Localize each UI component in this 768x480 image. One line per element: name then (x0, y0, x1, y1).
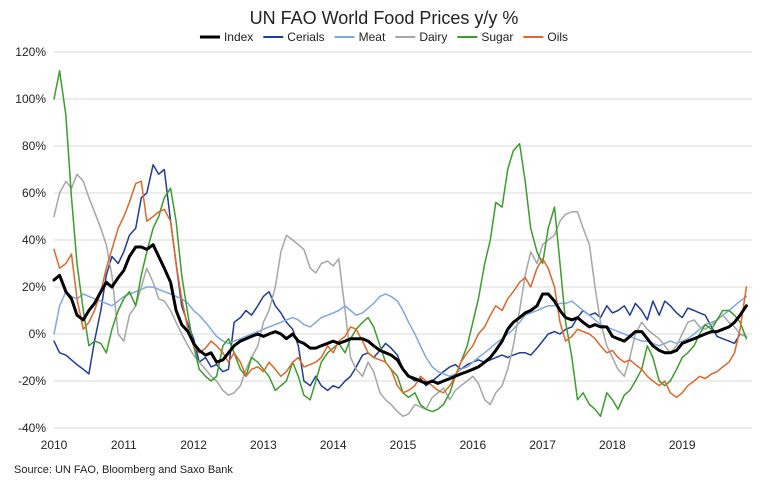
x-axis-ticks: 2010 2011 2012 2013 2014 2015 2016 2017 2018 2019 (41, 438, 696, 452)
x-tick-label: 2017 (529, 438, 556, 452)
y-tick-label: 40% (22, 233, 46, 247)
series-line-sugar (53, 70, 748, 418)
legend-label-oils: Oils (547, 30, 568, 44)
gridlines (54, 51, 752, 429)
legend: Index Cerials Meat Dairy Sugar Oils (199, 30, 568, 44)
y-tick-label: -40% (18, 421, 46, 435)
source-note: Source: UN FAO, Bloomberg and Saxo Bank (14, 464, 233, 476)
series-lines (52, 70, 748, 418)
legend-label-sugar: Sugar (481, 30, 513, 44)
y-tick-label: -20% (18, 374, 46, 388)
y-axis-ticks: -40% -20% 0% 20% 40% 60% 80% 100% 120% (15, 45, 46, 435)
legend-label-dairy: Dairy (419, 30, 447, 44)
x-tick-label: 2016 (459, 438, 486, 452)
series-line-dairy (53, 173, 748, 418)
y-tick-label: 100% (15, 92, 46, 106)
legend-label-meat: Meat (359, 30, 386, 44)
y-tick-label: 80% (22, 139, 46, 153)
x-tick-label: 2013 (250, 438, 277, 452)
x-tick-label: 2015 (390, 438, 417, 452)
series-line-index (52, 243, 748, 385)
legend-label-index: Index (224, 30, 253, 44)
x-tick-label: 2012 (180, 438, 207, 452)
chart-title: UN FAO World Food Prices y/y % (250, 8, 519, 28)
x-tick-label: 2014 (320, 438, 347, 452)
series-line-cerials (53, 164, 748, 392)
x-tick-label: 2011 (111, 438, 137, 452)
y-tick-label: 60% (22, 186, 46, 200)
x-tick-label: 2010 (41, 438, 68, 452)
legend-label-cerials: Cerials (287, 30, 324, 44)
y-tick-label: 120% (15, 45, 46, 59)
series-line-oils (53, 180, 748, 399)
y-tick-label: 20% (22, 280, 46, 294)
y-tick-label: 0% (29, 327, 47, 341)
x-tick-label: 2019 (669, 438, 696, 452)
x-tick-label: 2018 (599, 438, 626, 452)
